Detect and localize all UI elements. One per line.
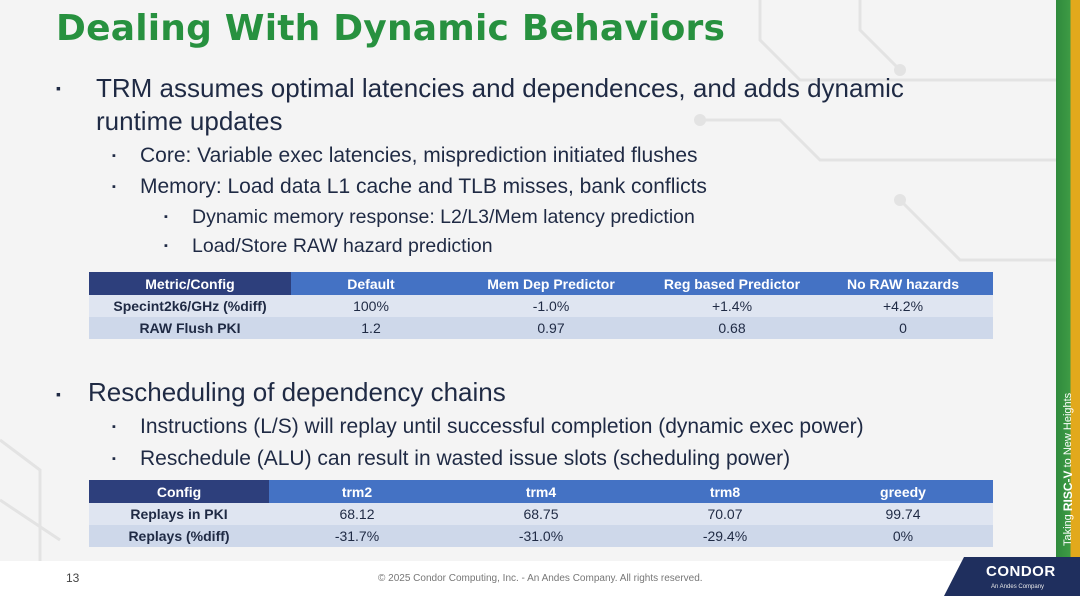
table-header-row: Config trm2 trm4 trm8 greedy	[89, 480, 993, 503]
row-label: RAW Flush PKI	[89, 317, 291, 339]
table-row: Replays (%diff) -31.7% -31.0% -29.4% 0%	[89, 525, 993, 547]
bullet-raw-hazard: Load/Store RAW hazard prediction	[192, 235, 493, 257]
table-cell: -31.7%	[269, 525, 445, 547]
header-cell: trm4	[445, 480, 637, 503]
bullet-marker: ▪	[56, 386, 61, 402]
tagline-brand: RISC-V	[1061, 470, 1075, 511]
bullet-marker: ▪	[164, 240, 168, 252]
header-cell: trm2	[269, 480, 445, 503]
footer	[0, 561, 1080, 596]
bullet-trm-line1: TRM assumes optimal latencies and depend…	[96, 73, 904, 103]
bullet-marker: ▪	[112, 421, 116, 433]
table-cell: -1.0%	[451, 295, 651, 317]
table-cell: 100%	[291, 295, 451, 317]
page-number: 13	[66, 571, 80, 585]
header-cell: Reg based Predictor	[651, 272, 813, 295]
table-cell: 70.07	[637, 503, 813, 525]
row-label: Replays in PKI	[89, 503, 269, 525]
logo-background	[944, 557, 1080, 596]
bullet-marker: ▪	[164, 211, 168, 223]
table-cell: -31.0%	[445, 525, 637, 547]
copyright-notice: © 2025 Condor Computing, Inc. - An Andes…	[378, 573, 703, 584]
brand-side-bar	[1056, 0, 1080, 596]
header-cell: Config	[89, 480, 269, 503]
header-cell: Mem Dep Predictor	[451, 272, 651, 295]
replay-table: Config trm2 trm4 trm8 greedy Replays in …	[89, 480, 993, 547]
logo-subtitle: An Andes Company	[991, 584, 1045, 590]
header-cell: greedy	[813, 480, 993, 503]
table-cell: 0	[813, 317, 993, 339]
bullet-marker: ▪	[112, 181, 116, 193]
table-row: Specint2k6/GHz (%diff) 100% -1.0% +1.4% …	[89, 295, 993, 317]
condor-logo: CONDOR	[986, 563, 1056, 580]
header-cell: Default	[291, 272, 451, 295]
bullet-core: Core: Variable exec latencies, mispredic…	[140, 144, 698, 167]
bullet-alu: Reschedule (ALU) can result in wasted is…	[140, 447, 791, 470]
bullet-marker: ▪	[112, 453, 116, 465]
bullet-resched: Rescheduling of dependency chains	[88, 377, 506, 407]
table-cell: +4.2%	[813, 295, 993, 317]
table-row: RAW Flush PKI 1.2 0.97 0.68 0	[89, 317, 993, 339]
table-cell: 0.68	[651, 317, 813, 339]
bullet-marker: ▪	[112, 150, 116, 162]
table-cell: 0%	[813, 525, 993, 547]
header-cell: Metric/Config	[89, 272, 291, 295]
header-cell: trm8	[637, 480, 813, 503]
bullet-memory: Memory: Load data L1 cache and TLB misse…	[140, 175, 707, 198]
table-row: Replays in PKI 68.12 68.75 70.07 99.74	[89, 503, 993, 525]
bullet-mem-response: Dynamic memory response: L2/L3/Mem laten…	[192, 206, 695, 228]
table-header-row: Metric/Config Default Mem Dep Predictor …	[89, 272, 993, 295]
table-cell: 1.2	[291, 317, 451, 339]
bullet-trm-line2: runtime updates	[96, 106, 283, 136]
slide-title: Dealing With Dynamic Behaviors	[56, 8, 726, 49]
header-cell: No RAW hazards	[813, 272, 993, 295]
table-cell: 99.74	[813, 503, 993, 525]
row-label: Replays (%diff)	[89, 525, 269, 547]
tagline-post: to New Heights	[1062, 392, 1074, 467]
row-label: Specint2k6/GHz (%diff)	[89, 295, 291, 317]
risc-v-tagline: Taking RISC-V to New Heights	[1058, 384, 1078, 554]
circuit-background	[0, 0, 1056, 596]
bullet-replay: Instructions (L/S) will replay until suc…	[140, 415, 864, 438]
table-cell: 0.97	[451, 317, 651, 339]
table-cell: 68.75	[445, 503, 637, 525]
tagline-pre: Taking	[1062, 513, 1074, 546]
table-cell: +1.4%	[651, 295, 813, 317]
table-cell: 68.12	[269, 503, 445, 525]
table-cell: -29.4%	[637, 525, 813, 547]
bullet-marker: ▪	[56, 80, 61, 96]
latency-table: Metric/Config Default Mem Dep Predictor …	[89, 272, 993, 339]
